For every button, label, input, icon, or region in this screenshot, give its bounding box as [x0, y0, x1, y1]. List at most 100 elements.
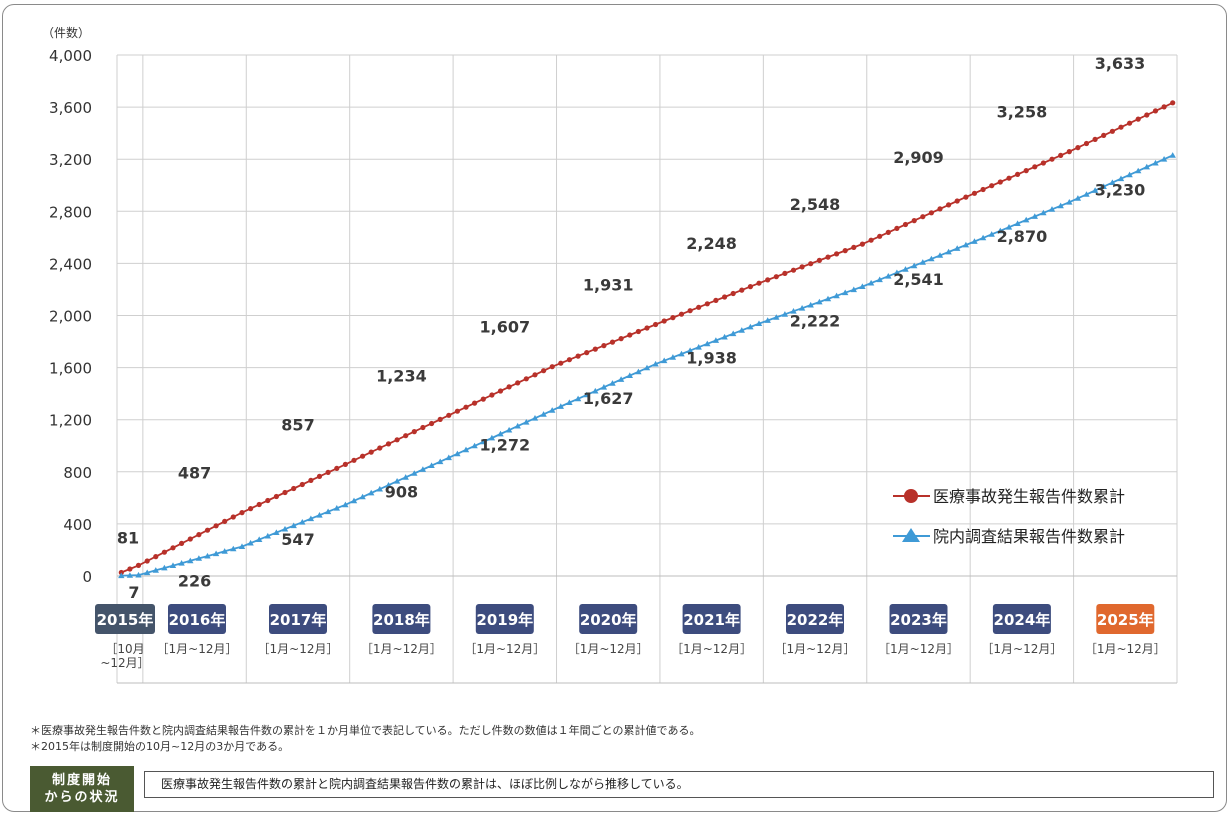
marker-circle	[739, 287, 745, 293]
data-label-series2: 547	[281, 530, 314, 549]
year-range: ［1月~12月］	[775, 642, 856, 656]
marker-triangle	[919, 259, 926, 265]
year-badge	[1096, 604, 1155, 634]
marker-triangle	[1117, 175, 1125, 182]
marker-triangle	[169, 562, 177, 568]
marker-triangle	[609, 380, 616, 386]
y-tick-label: 800	[63, 464, 92, 482]
marker-triangle	[859, 283, 866, 289]
marker-circle	[179, 540, 185, 547]
year-range: ［1月~12月］	[568, 642, 649, 656]
data-label-series1: 2,248	[686, 234, 737, 253]
marker-circle	[963, 194, 969, 200]
marker-circle	[265, 497, 271, 504]
marker-circle	[489, 392, 495, 398]
marker-circle	[877, 233, 883, 239]
y-tick-label: 3,600	[49, 99, 92, 117]
marker-triangle	[824, 295, 832, 302]
marker-triangle	[212, 550, 220, 557]
data-label-series2: 1,627	[583, 389, 634, 408]
data-label-series1: 487	[178, 464, 211, 483]
marker-triangle	[161, 564, 168, 571]
year-range: ［1月~12月］	[464, 642, 545, 656]
marker-triangle	[187, 557, 194, 564]
marker-triangle	[911, 262, 918, 269]
y-axis-label: （件数）	[42, 25, 90, 40]
y-tick-label: 3,200	[49, 151, 92, 169]
status-badge-line2: からの状況	[44, 790, 120, 805]
marker-triangle	[928, 255, 935, 262]
marker-triangle	[488, 434, 496, 441]
marker-triangle	[152, 567, 159, 573]
marker-circle	[894, 225, 900, 231]
marker-triangle	[393, 478, 401, 484]
marker-triangle	[583, 391, 590, 398]
marker-triangle	[876, 276, 883, 283]
marker-triangle	[1100, 183, 1107, 189]
marker-circle	[997, 179, 1003, 185]
marker-circle	[1023, 168, 1029, 174]
marker-circle	[196, 532, 202, 538]
marker-triangle	[540, 411, 547, 417]
marker-circle	[661, 318, 667, 324]
marker-triangle	[1014, 220, 1021, 226]
y-tick-label: 400	[63, 516, 92, 534]
footnote-2015: ＊2015年は制度開始の10月~12月の3か月である。	[30, 740, 290, 753]
grid-lines	[116, 54, 1178, 684]
marker-circle	[480, 396, 486, 402]
marker-triangle	[979, 234, 987, 241]
marker-circle	[1015, 171, 1021, 177]
marker-circle	[609, 339, 616, 345]
marker-triangle	[135, 571, 142, 578]
marker-triangle	[144, 569, 151, 576]
marker-triangle	[1023, 216, 1030, 223]
year-label: 2022年	[787, 611, 844, 629]
data-label-series2: 1,938	[686, 349, 737, 368]
marker-circle	[618, 336, 624, 342]
year-badge	[168, 604, 226, 634]
year-label: 2021年	[683, 611, 740, 629]
marker-triangle	[962, 241, 970, 248]
marker-triangle	[273, 529, 280, 535]
marker-circle	[1118, 124, 1124, 130]
year-range: ［1月~12月］	[361, 642, 442, 656]
cumulative-reports-chart: （件数） 4,000 3,600 3,200 2,800 2,400 2,000 1,600…	[42, 25, 1178, 684]
marker-circle	[394, 437, 400, 443]
year-badge	[372, 604, 431, 634]
marker-triangle	[1066, 199, 1073, 205]
year-range: ［1月~12月］	[258, 642, 339, 656]
marker-circle	[808, 261, 814, 267]
marker-triangle	[549, 407, 556, 413]
marker-triangle	[1135, 167, 1142, 174]
data-label-series1: 3,258	[997, 103, 1048, 122]
marker-circle	[135, 562, 142, 569]
marker-circle	[170, 545, 176, 551]
marker-triangle	[1152, 159, 1159, 166]
data-label-series1: 3,633	[1095, 54, 1146, 73]
marker-triangle	[299, 519, 306, 525]
marker-triangle	[945, 248, 952, 255]
marker-circle	[506, 384, 512, 390]
year-range-2: ~12月］	[100, 656, 149, 670]
marker-circle	[704, 301, 710, 307]
marker-circle	[308, 477, 314, 483]
marker-circle	[377, 445, 383, 451]
marker-triangle	[428, 462, 435, 468]
marker-circle	[558, 360, 564, 366]
year-range: ［1月~12月］	[157, 642, 238, 656]
marker-triangle	[445, 454, 452, 461]
marker-circle	[670, 315, 676, 321]
marker-triangle	[652, 360, 659, 367]
year-range: ［10月	[105, 642, 144, 656]
year-range: ［1月~12月］	[981, 642, 1062, 656]
marker-triangle	[126, 572, 134, 578]
year-label: 2020年	[580, 611, 637, 629]
marker-circle	[153, 554, 159, 560]
marker-triangle	[617, 376, 625, 382]
year-range: ［1月~12月］	[671, 642, 752, 656]
marker-circle	[678, 311, 685, 317]
y-tick-label: 2,800	[49, 203, 92, 221]
marker-circle	[902, 221, 909, 228]
marker-triangle	[221, 548, 228, 554]
marker-circle	[790, 267, 797, 273]
